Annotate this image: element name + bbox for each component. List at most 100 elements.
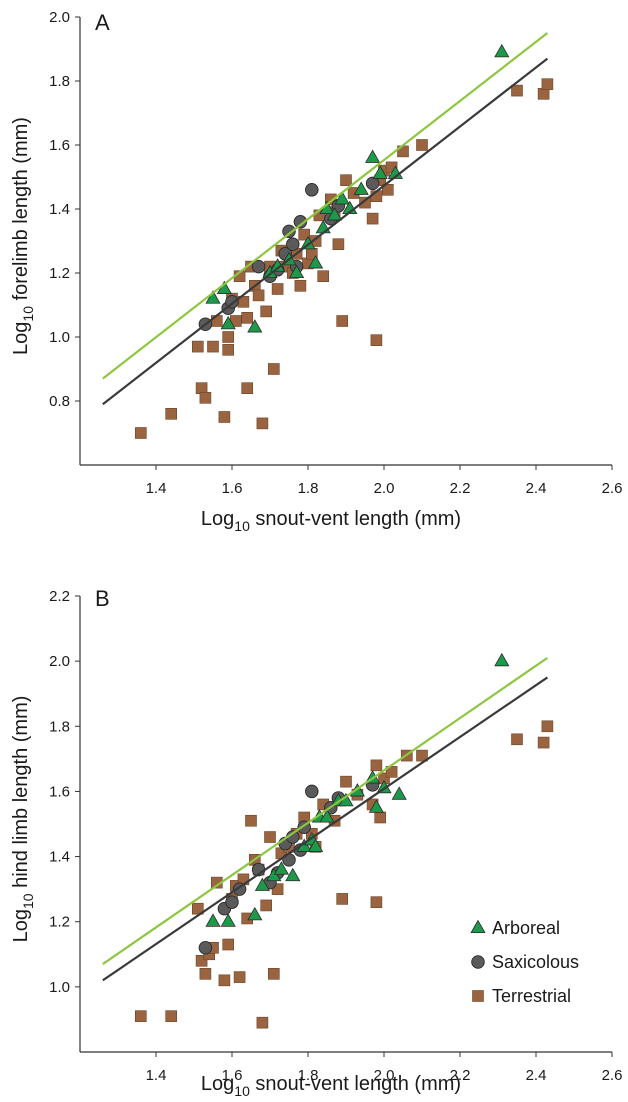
y-tick-label: 1.2	[49, 265, 70, 282]
common-regression-line	[102, 57, 549, 406]
x-tick-label: 2.6	[602, 480, 623, 497]
data-point-terrestrial	[416, 749, 428, 762]
data-point-terrestrial	[165, 1010, 177, 1022]
x-tick-label: 2.0	[374, 1067, 395, 1084]
data-point-terrestrial	[211, 315, 223, 327]
data-point-terrestrial	[370, 896, 383, 908]
data-point-terrestrial	[271, 283, 284, 295]
x-tick-label: 1.6	[222, 1067, 243, 1084]
data-point-terrestrial	[336, 893, 349, 905]
triangle-icon	[470, 919, 486, 934]
data-point-terrestrial	[267, 363, 280, 375]
data-point-arboreal	[220, 315, 236, 330]
data-point-terrestrial	[222, 343, 234, 356]
x-tick-label: 2.0	[374, 480, 395, 497]
data-point-terrestrial	[199, 968, 212, 980]
x-tick-label: 1.6	[222, 480, 243, 497]
data-point-saxicolous	[305, 784, 319, 799]
data-point-terrestrial	[222, 938, 234, 951]
data-point-arboreal	[319, 809, 335, 823]
y-tick-label: 1.4	[49, 201, 70, 218]
data-point-terrestrial	[165, 407, 177, 420]
y-tick-label: 1.8	[49, 73, 70, 90]
data-point-terrestrial	[294, 279, 307, 292]
series-arboreal	[205, 652, 510, 927]
data-point-arboreal	[308, 255, 324, 269]
common-regression-line	[102, 676, 549, 982]
data-point-arboreal	[368, 799, 384, 813]
x-tick-label: 1.4	[146, 1067, 167, 1084]
legend-item-saxicolous: Saxicolous	[471, 952, 579, 972]
data-point-terrestrial	[241, 382, 253, 395]
data-point-terrestrial	[298, 228, 311, 241]
data-point-terrestrial	[260, 305, 273, 318]
data-point-arboreal	[205, 913, 221, 927]
y-tick-label: 1.2	[49, 914, 70, 931]
data-point-terrestrial	[537, 736, 550, 749]
data-point-saxicolous	[282, 224, 296, 239]
data-point-terrestrial	[260, 899, 273, 912]
data-point-arboreal	[365, 149, 381, 163]
x-tick-label: 1.8	[298, 1067, 319, 1084]
data-point-saxicolous	[365, 176, 380, 191]
data-point-terrestrial	[416, 139, 428, 151]
data-point-terrestrial	[374, 811, 387, 824]
data-point-terrestrial	[541, 720, 554, 733]
data-point-terrestrial	[336, 315, 349, 327]
y-tick-label: 2.0	[49, 9, 70, 26]
x-tick-label: 2.2	[450, 1067, 471, 1084]
data-point-saxicolous	[293, 215, 308, 229]
data-point-terrestrial	[199, 391, 212, 404]
data-point-terrestrial	[233, 971, 246, 983]
legend-label: Terrestrial	[492, 986, 571, 1006]
data-point-terrestrial	[218, 411, 231, 423]
data-point-arboreal	[391, 786, 407, 800]
x-tick-label: 2.6	[602, 1067, 623, 1084]
y-axis-label: Log10 hind limb length (mm)	[10, 696, 36, 943]
x-tick-label: 1.4	[146, 480, 167, 497]
data-point-saxicolous	[286, 237, 300, 251]
data-point-terrestrial	[207, 340, 219, 353]
data-point-terrestrial	[381, 184, 394, 196]
chart-panel-a: 1.4 1.6 1.8 2.0 2.2 2.4 2.6 0.8 1.0 1.2 1.4 1.6 1.8 2…	[10, 9, 622, 534]
data-point-arboreal	[247, 319, 263, 333]
data-point-arboreal	[273, 861, 289, 875]
data-point-terrestrial	[135, 427, 147, 439]
data-point-arboreal	[266, 867, 282, 882]
data-point-arboreal	[494, 652, 510, 667]
data-point-terrestrial	[218, 974, 231, 987]
square-icon	[472, 990, 484, 1002]
data-point-arboreal	[254, 877, 270, 891]
data-point-arboreal	[494, 43, 510, 58]
data-point-terrestrial	[256, 1016, 269, 1029]
data-point-terrestrial	[366, 212, 379, 225]
data-point-arboreal	[205, 290, 221, 304]
data-point-saxicolous	[198, 941, 213, 955]
data-point-saxicolous	[251, 259, 266, 274]
y-tick-label: 1.6	[49, 137, 70, 154]
data-point-terrestrial	[541, 78, 554, 90]
data-point-terrestrial	[264, 831, 276, 843]
panel-label: A	[95, 10, 110, 35]
data-point-terrestrial	[267, 968, 280, 980]
data-point-saxicolous	[225, 895, 239, 909]
data-point-arboreal	[308, 838, 324, 852]
data-point-arboreal	[353, 181, 369, 195]
y-axis-label: Log10 forelimb length (mm)	[10, 117, 36, 355]
data-point-arboreal	[285, 867, 301, 882]
legend-label: Arboreal	[492, 918, 560, 938]
data-point-arboreal	[327, 207, 343, 221]
x-tick-label: 2.4	[526, 480, 547, 497]
y-tick-label: 1.6	[49, 783, 70, 800]
data-point-terrestrial	[511, 84, 523, 97]
data-point-terrestrial	[271, 883, 284, 895]
chart-panel-b: 1.4 1.6 1.8 2.0 2.2 2.4 2.6 1.0 1.2 1.4 1.6 1.8 2.0 2…	[10, 586, 622, 1099]
data-point-terrestrial	[241, 311, 253, 324]
data-point-arboreal	[220, 913, 236, 927]
data-point-arboreal	[372, 165, 388, 179]
y-tick-label: 1.4	[49, 849, 70, 866]
series-saxicolous	[198, 778, 380, 955]
x-tick-label: 2.2	[450, 480, 471, 497]
x-tick-label: 2.4	[526, 1067, 547, 1084]
data-point-terrestrial	[192, 340, 204, 353]
